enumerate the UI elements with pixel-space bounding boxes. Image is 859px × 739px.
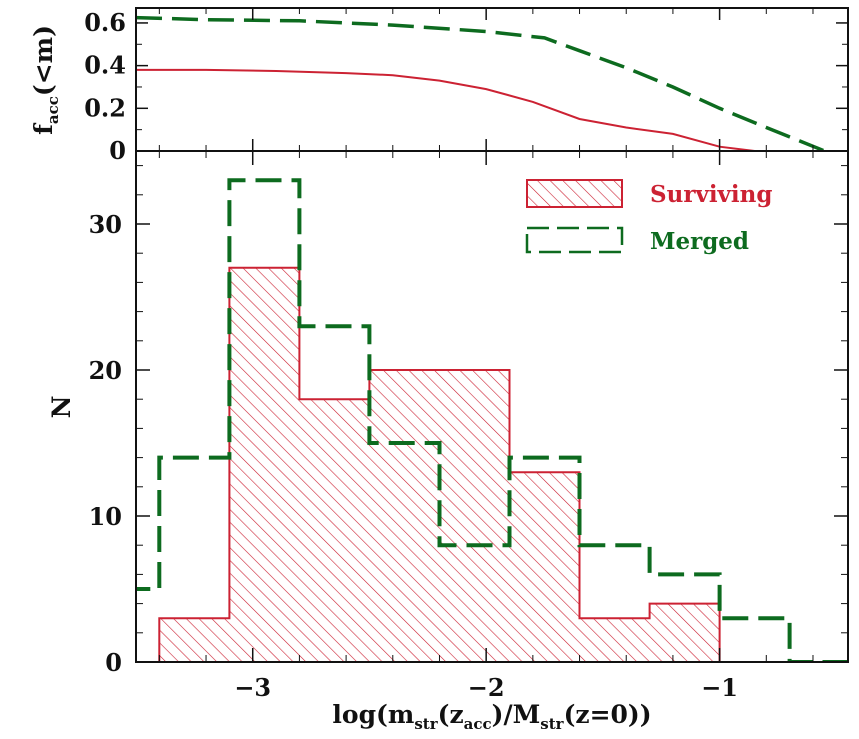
surviving-bar [159, 618, 230, 662]
surviving-bar [649, 603, 720, 662]
top-y-axis-title-main: f [29, 122, 58, 135]
x-axis-title-p6: (z=0)) [564, 700, 652, 729]
merged-outline [136, 178, 848, 662]
top-y-tick-label: 0.2 [84, 93, 126, 122]
bottom-y-tick-label: 0 [105, 648, 122, 677]
bottom-y-ticks: 0 10 20 30 [89, 165, 848, 677]
top-y-axis-title-sub: acc [44, 96, 62, 124]
bottom-x-tick-label: −2 [468, 673, 505, 702]
x-axis-title-p1: str [414, 715, 438, 733]
bottom-y-axis-title: N [47, 396, 76, 419]
top-x-ticks [251, 8, 721, 151]
top-curves [136, 15, 848, 151]
histogram-area [136, 178, 848, 662]
top-panel-frame [135, 7, 849, 152]
top-y-axis-title: facc(<m) [29, 25, 62, 135]
x-axis-title-p2: (z [438, 700, 464, 729]
surviving-bar [509, 472, 580, 662]
bottom-x-tick-label: −1 [701, 673, 738, 702]
top-y-tick-label: 0.4 [84, 51, 126, 80]
x-axis-title: log(mstr(zacc)/Mstr(z=0)) [332, 700, 651, 733]
legend-label-surviving: Surviving [650, 181, 772, 208]
surviving-bar [439, 370, 510, 662]
x-axis-title-p5: str [540, 715, 564, 733]
bottom-y-tick-label: 20 [89, 356, 122, 385]
x-axis-title-p3: acc [464, 715, 492, 733]
x-axis-title-p4: )/M [492, 700, 541, 729]
x-axis-title-p0: log(m [332, 700, 414, 729]
surviving-bar [369, 370, 440, 662]
legend-swatch-surviving [526, 179, 623, 208]
surviving-outline [136, 266, 848, 662]
top-y-tick-label: 0.6 [84, 8, 126, 37]
top-series-line-1 [136, 15, 826, 151]
bottom-y-tick-label: 30 [89, 210, 122, 239]
surviving-bar [579, 618, 650, 662]
bottom-y-tick-label: 10 [89, 502, 122, 531]
top-y-axis-title-tail: (<m) [29, 25, 58, 96]
legend-label-merged: Merged [650, 228, 749, 255]
bottom-x-tick-label: −3 [234, 673, 271, 702]
legend-swatch-merged [525, 226, 624, 254]
surviving-bar [299, 399, 370, 662]
legend: Surviving Merged [525, 179, 772, 255]
top-series-line-0 [136, 68, 848, 151]
surviving-bar [229, 267, 300, 662]
bottom-panel-frame [135, 150, 849, 663]
top-y-tick-label: 0 [109, 136, 126, 165]
top-panel: 0 0.2 0.4 0.6 facc(<m) [29, 8, 848, 165]
